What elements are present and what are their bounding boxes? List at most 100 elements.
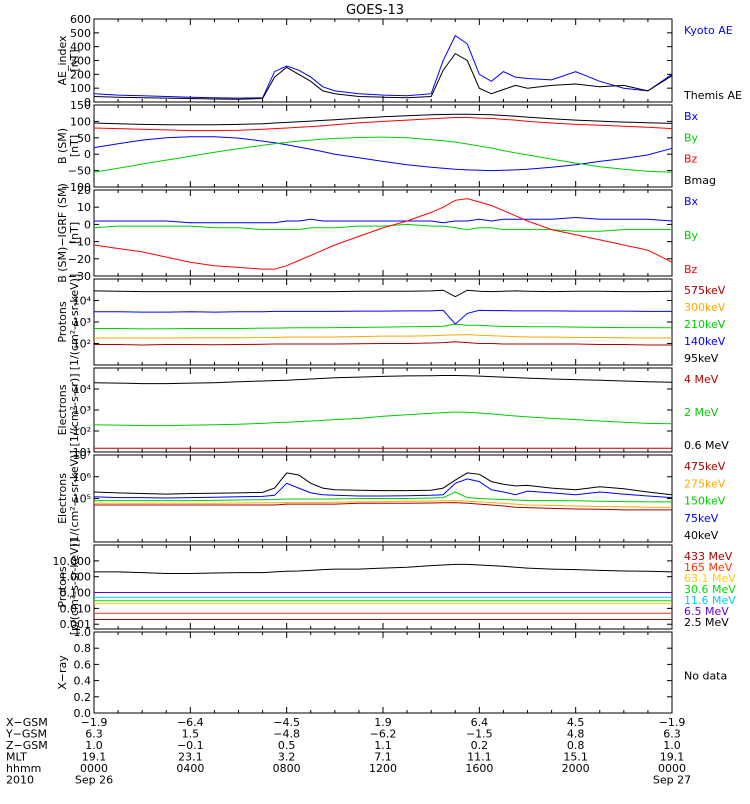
panel-protons_eps: 0.001 0.010 0.100 1.000 10.000Protons[p/(cm²… [53, 539, 737, 636]
legend-entry: Bz [684, 153, 698, 166]
y-tick-label: −10 [68, 236, 91, 249]
y-tick-label: 600 [70, 13, 91, 26]
y-tick-label: 10.000 [53, 555, 92, 568]
y-tick-label: −100 [61, 181, 91, 194]
bottom-row-label: Z−GSM [6, 739, 48, 752]
y-axis-label: Protons[1/(cm²-s-sr-keV)] [56, 274, 81, 371]
bottom-axis-value: 0.5 [278, 739, 296, 752]
y-axis-label: B (SM)[nT] [56, 128, 81, 164]
legend-entry: By [684, 229, 699, 242]
bottom-axis-value: 2000 [562, 762, 590, 775]
legend-entry: 575keV [684, 284, 726, 297]
y-tick-label: −50 [68, 165, 91, 178]
y-tick-label: 10⁷ [73, 449, 91, 462]
legend-entry: 150keV [684, 495, 726, 508]
legend-entry: 275keV [684, 477, 726, 490]
legend-entry: 300keV [684, 301, 726, 314]
y-axis-label-line: Protons [56, 566, 69, 607]
bottom-axis-value: −4.8 [273, 728, 300, 741]
y-tick-label: 1.000 [60, 571, 92, 584]
bottom-axis-value: 3.2 [278, 751, 296, 764]
series-line-bx [93, 136, 673, 172]
chart-title: GOES-13 [346, 3, 404, 18]
series-line-kyoto-ae [93, 34, 673, 99]
legend-entry: 40keV [684, 529, 719, 542]
y-tick-label: 20 [77, 184, 91, 197]
bottom-axis-value: 6.4 [471, 716, 489, 729]
legend-entry: Bx [684, 110, 699, 123]
bottom-axis-value: 15.1 [563, 751, 588, 764]
bottom-axis-value: 11.1 [467, 751, 492, 764]
y-axis-label-line: AE_index [56, 35, 69, 86]
bottom-axis-value: 4.8 [567, 728, 585, 741]
y-tick-label: 0.8 [74, 642, 92, 655]
y-tick-label: 10² [73, 425, 91, 438]
bottom-axis-value: 1.1 [374, 739, 392, 752]
y-axis-label-line: [1/(cm²-s-sr)] [68, 374, 81, 447]
series-line-2-5-mev [94, 563, 673, 574]
y-axis-label-line: [p/(cm²-s-sr-keV)] [68, 539, 81, 636]
series-line-300kev [94, 334, 672, 339]
legend-entry: By [684, 131, 699, 144]
bottom-axis-value: 4.5 [567, 716, 585, 729]
bottom-axis-value: 19.1 [660, 751, 685, 764]
bottom-axis-value: −1.9 [659, 716, 686, 729]
legend-entry: 0.6 MeV [684, 439, 729, 452]
y-axis-label-line: [nT] [68, 222, 81, 244]
y-tick-label: 10³ [73, 404, 91, 417]
bottom-axis-value: 1600 [465, 762, 493, 775]
y-tick-label: 10³ [73, 316, 91, 329]
series-line-0-6-mev [93, 375, 673, 385]
y-tick-label: 0.2 [74, 691, 92, 704]
series-line-by [93, 223, 672, 232]
y-tick-label: 150 [70, 99, 91, 112]
panel-xray: 0.0 0.2 0.4 0.6 0.8 1.0 X−ray No data [56, 626, 727, 720]
bottom-row-label: hhmm [6, 762, 41, 775]
y-tick-label: 300 [70, 55, 91, 68]
bottom-row-label: X−GSM [6, 716, 48, 729]
panel-frame [93, 189, 673, 277]
bottom-axis-value: 0800 [273, 762, 301, 775]
y-tick-label: 0 [84, 218, 91, 231]
legend-entry: 6.5 MeV [684, 605, 729, 618]
y-tick-label: −30 [68, 270, 91, 283]
series-line-by [93, 136, 673, 173]
series-line-75kev [93, 478, 673, 499]
legend-entry: 4 MeV [684, 373, 719, 386]
panel-frame [93, 631, 673, 714]
series-line-95kev [93, 289, 673, 298]
y-axis-label-line: [nT] [68, 135, 81, 157]
y-tick-label: 10⁴ [73, 383, 92, 396]
legend-entry: Bz [684, 263, 698, 276]
y-tick-label: 400 [70, 41, 91, 54]
series-line-bx [94, 216, 673, 224]
bottom-row-label: Y−GSM [5, 728, 47, 741]
bottom-axis-value: 1.5 [182, 728, 200, 741]
legend-entry: 2 MeV [684, 406, 719, 419]
bottom-axis-value: 6.3 [85, 728, 103, 741]
y-axis-label: Protons[p/(cm²-s-sr-keV)] [56, 539, 81, 636]
legend-entry: 2.5 MeV [684, 616, 729, 629]
y-tick-label: 1.0 [74, 626, 92, 639]
legend-entry: 433 MeV [684, 550, 733, 563]
bottom-axis-value: 1.0 [85, 739, 103, 752]
bottom-axis-value: 0000 [80, 762, 108, 775]
bottom-axis-value: −0.1 [177, 739, 204, 752]
bottom-axis-value: 0.2 [471, 739, 489, 752]
y-axis-label: X−ray [56, 655, 69, 690]
series-line-themis-ae [93, 52, 673, 100]
y-tick-label: 0.0 [74, 707, 92, 720]
y-tick-label: 50 [77, 132, 91, 145]
y-axis-label-line: X−ray [56, 655, 69, 690]
panel-frame [93, 544, 673, 630]
y-axis-label-line: B (SM)−IGRF (SM) [56, 183, 69, 283]
y-axis-label: Electrons[1/(cm²-s-sr-keV)] [56, 450, 81, 547]
bottom-row-label: 2010 [6, 774, 34, 787]
bottom-axis-value: −1.5 [466, 728, 493, 741]
y-tick-label: 0.001 [60, 618, 92, 631]
